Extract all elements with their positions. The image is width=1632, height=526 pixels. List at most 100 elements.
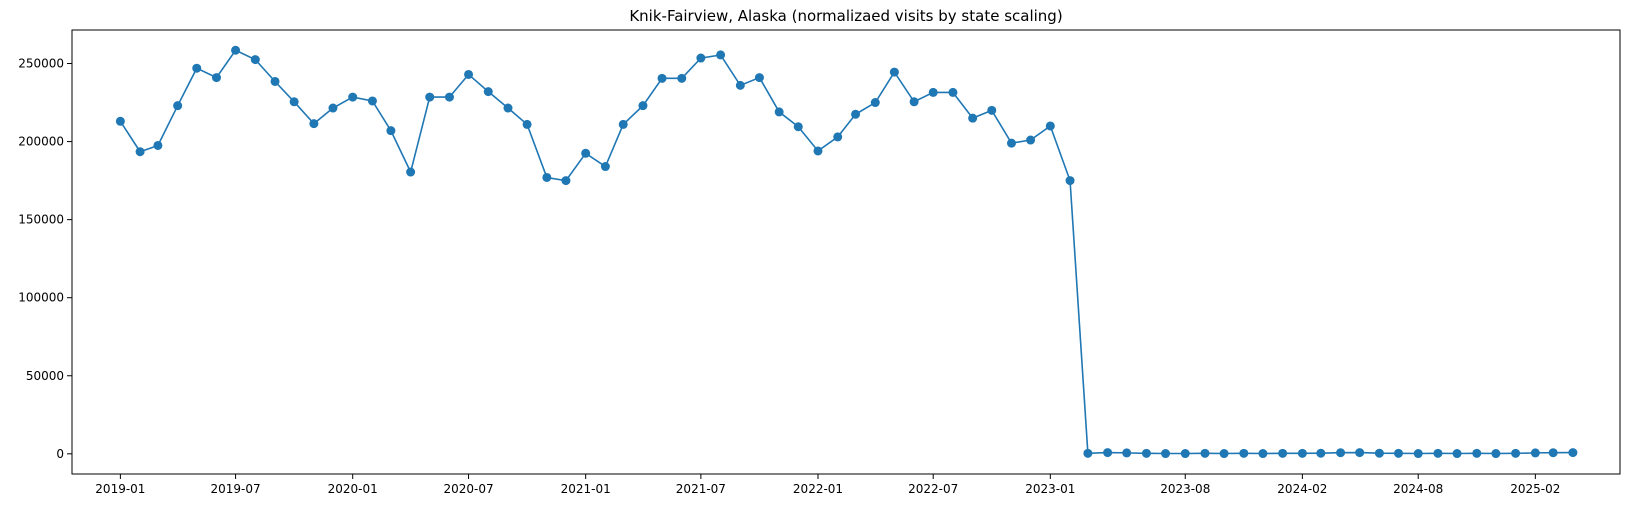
- data-point: [309, 119, 319, 129]
- data-point: [851, 109, 861, 119]
- data-point: [231, 45, 241, 55]
- data-point: [1200, 448, 1210, 458]
- data-point: [600, 162, 610, 172]
- data-point: [561, 176, 571, 186]
- data-point: [386, 126, 396, 136]
- series-line: [119, 49, 1573, 455]
- data-point: [270, 76, 280, 86]
- data-point: [289, 97, 299, 107]
- data-point: [406, 167, 416, 177]
- data-point: [948, 87, 958, 97]
- data-points: [115, 45, 1578, 459]
- data-point: [153, 140, 163, 150]
- x-tick-label: 2024-08: [1393, 482, 1443, 496]
- data-point: [1239, 448, 1249, 458]
- data-point: [1413, 449, 1423, 459]
- y-tick-label: 200000: [18, 135, 64, 149]
- data-point: [425, 92, 435, 102]
- data-point: [889, 67, 899, 77]
- data-point: [542, 172, 552, 182]
- x-tick-label: 2022-07: [908, 482, 958, 496]
- data-point: [211, 73, 221, 83]
- x-tick-label: 2019-01: [95, 482, 145, 496]
- data-point: [870, 98, 880, 108]
- x-tick-label: 2021-07: [676, 482, 726, 496]
- data-point: [716, 50, 726, 60]
- data-point: [1355, 448, 1365, 458]
- data-point: [1568, 448, 1578, 458]
- data-point: [833, 132, 843, 142]
- data-point: [1219, 449, 1229, 459]
- y-tick-label: 50000: [26, 369, 64, 383]
- data-point: [1122, 448, 1132, 458]
- plot-frame: [71, 29, 1621, 475]
- data-point: [1258, 449, 1268, 459]
- data-point: [968, 113, 978, 123]
- x-tick-label: 2021-01: [561, 482, 611, 496]
- data-point: [1452, 449, 1462, 459]
- data-point: [618, 119, 628, 129]
- chart-title: Knik-Fairview, Alaska (normalizaed visit…: [629, 7, 1062, 25]
- data-point: [928, 87, 938, 97]
- data-point: [444, 92, 454, 102]
- data-point: [1433, 448, 1443, 458]
- data-point: [503, 103, 513, 113]
- data-point: [754, 73, 764, 83]
- data-point: [1336, 448, 1346, 458]
- x-tick-label: 2020-07: [443, 482, 493, 496]
- data-point: [581, 148, 591, 158]
- data-point: [1180, 449, 1190, 459]
- data-point: [1548, 448, 1558, 458]
- data-point: [1511, 448, 1521, 458]
- data-point: [1045, 121, 1055, 131]
- x-tick-label: 2019-07: [211, 482, 261, 496]
- data-point: [1393, 448, 1403, 458]
- data-point: [192, 63, 202, 73]
- data-point: [1491, 449, 1501, 459]
- data-point: [328, 103, 338, 113]
- x-tick-label: 2024-02: [1277, 482, 1327, 496]
- y-axis: 0 50000 100000 150000 200000 250000: [18, 57, 72, 461]
- data-point: [464, 69, 474, 79]
- data-point: [677, 73, 687, 83]
- data-point: [1006, 138, 1016, 148]
- y-tick-label: 0: [56, 447, 64, 461]
- data-point: [367, 96, 377, 106]
- data-point: [1083, 448, 1093, 458]
- y-tick-label: 150000: [18, 213, 64, 227]
- y-tick-label: 250000: [18, 57, 64, 71]
- data-point: [813, 146, 823, 156]
- data-point: [735, 80, 745, 90]
- data-point: [657, 73, 667, 83]
- data-point: [793, 122, 803, 132]
- data-point: [1316, 448, 1326, 458]
- data-point: [1530, 448, 1540, 458]
- data-point: [348, 92, 358, 102]
- data-point: [250, 55, 260, 65]
- data-point: [483, 87, 493, 97]
- x-tick-label: 2023-01: [1025, 482, 1075, 496]
- data-point: [135, 147, 145, 157]
- x-axis: 2019-01 2019-07 2020-01 2020-07 2021-01 2021-…: [95, 474, 1560, 496]
- data-point: [1065, 176, 1075, 186]
- data-point: [774, 107, 784, 117]
- data-point: [638, 101, 648, 111]
- x-tick-label: 2023-08: [1160, 482, 1210, 496]
- data-point: [1278, 448, 1288, 458]
- data-point: [115, 116, 125, 126]
- data-point: [173, 101, 183, 111]
- data-point: [987, 105, 997, 115]
- data-point: [522, 119, 532, 129]
- data-point: [696, 53, 706, 63]
- data-point: [1141, 448, 1151, 458]
- data-point: [1103, 448, 1113, 458]
- data-point: [1161, 449, 1171, 459]
- x-tick-label: 2022-01: [793, 482, 843, 496]
- data-point: [1472, 448, 1482, 458]
- y-tick-label: 100000: [18, 291, 64, 305]
- data-point: [1297, 448, 1307, 458]
- data-point: [1374, 448, 1384, 458]
- x-tick-label: 2020-01: [328, 482, 378, 496]
- data-point: [1026, 135, 1036, 145]
